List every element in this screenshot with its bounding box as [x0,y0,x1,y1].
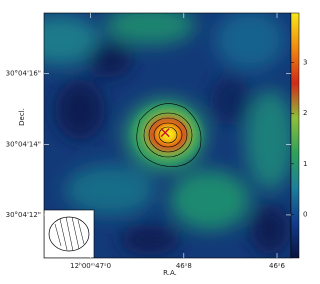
colorbar-tick-label: 3 [303,59,307,67]
x-tick-label: 12ʰ00ᵐ47ˢ0 [70,262,111,270]
colorbar [290,12,300,259]
map [44,13,291,258]
colorbar-tick-label: 0 [303,210,307,218]
y-axis-label: Decl. [18,108,26,126]
x-tick-label: 46ˢ8 [176,262,192,270]
y-tick-label: 30°04'16" [6,70,41,78]
colorbar-tick-label: 2 [303,109,307,117]
y-tick-label: 30°04'12" [6,211,41,219]
x-axis-label: R.A. [163,269,177,277]
x-tick-label: 46ˢ6 [269,262,286,270]
y-tick-label: 30°04'14" [6,140,41,148]
colorbar-tick-label: 1 [303,160,307,168]
source-marker [160,128,170,138]
